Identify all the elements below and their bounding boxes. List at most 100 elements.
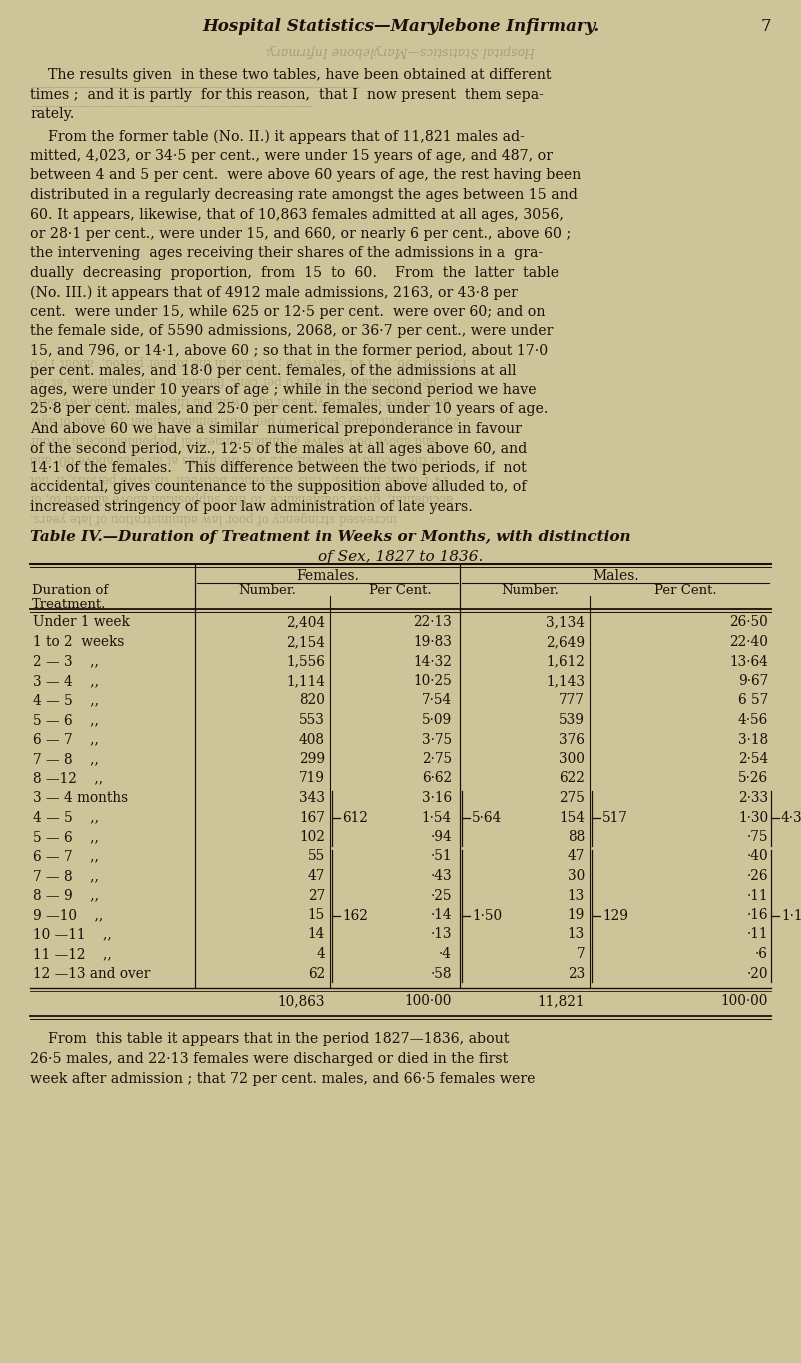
Text: ·16: ·16 bbox=[747, 908, 768, 921]
Text: From  this table it appears that in the period 1827—1836, about: From this table it appears that in the p… bbox=[30, 1033, 509, 1047]
Text: 14·32: 14·32 bbox=[413, 654, 452, 668]
Text: 19·83: 19·83 bbox=[413, 635, 452, 649]
Text: Number.: Number. bbox=[239, 585, 296, 597]
Text: 7 — 8    ,,: 7 — 8 ,, bbox=[33, 752, 99, 766]
Text: 820: 820 bbox=[299, 694, 325, 707]
Text: 26·5 males, and 22·13 females were discharged or died in the first: 26·5 males, and 22·13 females were disch… bbox=[30, 1052, 509, 1066]
Text: 27: 27 bbox=[308, 889, 325, 902]
Text: 3 — 4    ,,: 3 — 4 ,, bbox=[33, 673, 99, 688]
Text: 14·1 of the females.   This difference between the two periods, if  not: 14·1 of the females. This difference bet… bbox=[30, 461, 527, 474]
Text: dually  decreasing  proportion,  from  15  to  60.    From  the  latter  table: dually decreasing proportion, from 15 to… bbox=[30, 266, 559, 279]
Text: 55: 55 bbox=[308, 849, 325, 864]
Text: ·25: ·25 bbox=[430, 889, 452, 902]
Text: Table IV.—Duration of Treatment in Weeks or Months, with distinction: Table IV.—Duration of Treatment in Weeks… bbox=[30, 529, 630, 544]
Text: 6 — 7    ,,: 6 — 7 ,, bbox=[33, 849, 99, 864]
Text: 22·13: 22·13 bbox=[413, 616, 452, 630]
Text: 777: 777 bbox=[559, 694, 585, 707]
Text: 1,612: 1,612 bbox=[546, 654, 585, 668]
Text: ·6: ·6 bbox=[755, 947, 768, 961]
Text: 13: 13 bbox=[568, 889, 585, 902]
Text: Hospital Statistics—Marylebone Infirmary.: Hospital Statistics—Marylebone Infirmary… bbox=[203, 18, 600, 35]
Text: 7 — 8    ,,: 7 — 8 ,, bbox=[33, 870, 99, 883]
Text: And above 60 we have a similar  numerical preponderance in favour: And above 60 we have a similar numerical… bbox=[30, 423, 522, 436]
Text: And above 60 we have a similar  numerical preponderance in favour: And above 60 we have a similar numerical… bbox=[30, 432, 438, 446]
Text: 408: 408 bbox=[299, 732, 325, 747]
Text: increased stringency of poor law administration of late years.: increased stringency of poor law adminis… bbox=[30, 511, 397, 523]
Text: accidental,  gives countenance  to the  supposition above alluded to, of: accidental, gives countenance to the sup… bbox=[30, 491, 453, 504]
Text: ages, were under 10 years of age ; while in the second period we have: ages, were under 10 years of age ; while… bbox=[30, 383, 537, 397]
Text: 2 — 3    ,,: 2 — 3 ,, bbox=[33, 654, 99, 668]
Text: 553: 553 bbox=[299, 713, 325, 726]
Text: 1,556: 1,556 bbox=[286, 654, 325, 668]
Text: 4: 4 bbox=[316, 947, 325, 961]
Text: Per Cent.: Per Cent. bbox=[654, 585, 717, 597]
Text: 1·54: 1·54 bbox=[422, 811, 452, 825]
Text: 129: 129 bbox=[602, 909, 628, 923]
Text: the female side, of 5590 admissions, 2068, or 36·7 per cent., were under: the female side, of 5590 admissions, 206… bbox=[30, 324, 553, 338]
Text: 7: 7 bbox=[760, 18, 771, 35]
Text: ·4: ·4 bbox=[439, 947, 452, 961]
Text: 11,821: 11,821 bbox=[537, 994, 585, 1009]
Text: per cent. males, and 18·0 per cent. females, of the admissions at all: per cent. males, and 18·0 per cent. fema… bbox=[30, 364, 517, 378]
Text: 14: 14 bbox=[308, 927, 325, 942]
Text: accidental, gives countenance to the supposition above alluded to, of: accidental, gives countenance to the sup… bbox=[30, 481, 526, 495]
Text: 60. It appears, likewise, that of 10,863 females admitted at all ages, 3056,: 60. It appears, likewise, that of 10,863… bbox=[30, 207, 564, 222]
Text: The results given  in these two tables, have been obtained at different: The results given in these two tables, h… bbox=[30, 68, 552, 82]
Text: Females.: Females. bbox=[296, 568, 359, 582]
Text: 14·1 of the females.  This  difference between  the  two periods, if  not: 14·1 of the females. This difference bet… bbox=[30, 472, 449, 485]
Text: ·11: ·11 bbox=[747, 927, 768, 942]
Text: 2·33: 2·33 bbox=[738, 791, 768, 806]
Text: ·40: ·40 bbox=[747, 849, 768, 864]
Text: 376: 376 bbox=[559, 732, 585, 747]
Text: 154: 154 bbox=[559, 811, 585, 825]
Text: 9 —10    ,,: 9 —10 ,, bbox=[33, 908, 103, 921]
Text: week after admission ; that 72 per cent. males, and 66·5 females were: week after admission ; that 72 per cent.… bbox=[30, 1071, 536, 1085]
Text: ·14: ·14 bbox=[430, 908, 452, 921]
Text: Per Cent.: Per Cent. bbox=[368, 585, 431, 597]
Text: 5 — 6    ,,: 5 — 6 ,, bbox=[33, 830, 99, 844]
Text: of the second period, viz., 12·5 of the males at all ages above 60, and: of the second period, viz., 12·5 of the … bbox=[30, 453, 442, 465]
Text: rately.: rately. bbox=[30, 108, 74, 121]
Text: the intervening  ages receiving their shares of the admissions in a  gra-: the intervening ages receiving their sha… bbox=[30, 247, 543, 260]
Text: 25·8 per cent. males, and 25·0 per cent. females, under 10 years of age.: 25·8 per cent. males, and 25·0 per cent.… bbox=[30, 402, 549, 417]
Text: 26·50: 26·50 bbox=[729, 616, 768, 630]
Text: 1,143: 1,143 bbox=[546, 673, 585, 688]
Text: 539: 539 bbox=[559, 713, 585, 726]
Text: 343: 343 bbox=[299, 791, 325, 806]
Text: 299: 299 bbox=[299, 752, 325, 766]
Text: 100·00: 100·00 bbox=[405, 994, 452, 1009]
Text: 102: 102 bbox=[299, 830, 325, 844]
Text: 10,863: 10,863 bbox=[277, 994, 325, 1009]
Text: distributed in a regularly decreasing rate amongst the ages between 15 and: distributed in a regularly decreasing ra… bbox=[30, 188, 578, 202]
Text: 2·54: 2·54 bbox=[738, 752, 768, 766]
Text: 162: 162 bbox=[342, 909, 368, 923]
Text: ·13: ·13 bbox=[430, 927, 452, 942]
Text: 5·09: 5·09 bbox=[422, 713, 452, 726]
Text: ·51: ·51 bbox=[430, 849, 452, 864]
Text: 5 — 6    ,,: 5 — 6 ,, bbox=[33, 713, 99, 726]
Text: 6·62: 6·62 bbox=[422, 771, 452, 785]
Text: 167: 167 bbox=[299, 811, 325, 825]
Text: 11 —12    ,,: 11 —12 ,, bbox=[33, 947, 112, 961]
Text: 4·38: 4·38 bbox=[781, 811, 801, 825]
Text: 275: 275 bbox=[559, 791, 585, 806]
Text: 15: 15 bbox=[308, 908, 325, 921]
Text: increased stringency of poor law administration of late years.: increased stringency of poor law adminis… bbox=[30, 500, 473, 514]
Text: ages, were under 10 years of age ; while in the second period we have: ages, were under 10 years of age ; while… bbox=[30, 394, 450, 406]
Text: 3·16: 3·16 bbox=[422, 791, 452, 806]
Text: between 4 and 5 per cent.  were above 60 years of age, the rest having been: between 4 and 5 per cent. were above 60 … bbox=[30, 169, 582, 183]
Text: or 28·1 per cent., were under 15, and 660, or nearly 6 per cent., above 60 ;: or 28·1 per cent., were under 15, and 66… bbox=[30, 228, 571, 241]
Text: Males.: Males. bbox=[592, 568, 639, 582]
Text: 3,134: 3,134 bbox=[546, 616, 585, 630]
Text: of the second period, viz., 12·5 of the males at all ages above 60, and: of the second period, viz., 12·5 of the … bbox=[30, 442, 527, 455]
Text: 47: 47 bbox=[568, 849, 585, 864]
Text: 300: 300 bbox=[559, 752, 585, 766]
Text: 1·30: 1·30 bbox=[738, 811, 768, 825]
Text: 10·25: 10·25 bbox=[413, 673, 452, 688]
Text: 15, and 796, or 14·1, above 60 ;  so that in the former period,  about 17·0: 15, and 796, or 14·1, above 60 ; so that… bbox=[30, 354, 468, 368]
Text: Number.: Number. bbox=[501, 585, 559, 597]
Text: 3·75: 3·75 bbox=[422, 732, 452, 747]
Text: 4 — 5    ,,: 4 — 5 ,, bbox=[33, 811, 99, 825]
Text: Under 1 week: Under 1 week bbox=[33, 616, 130, 630]
Text: 6 57: 6 57 bbox=[738, 694, 768, 707]
